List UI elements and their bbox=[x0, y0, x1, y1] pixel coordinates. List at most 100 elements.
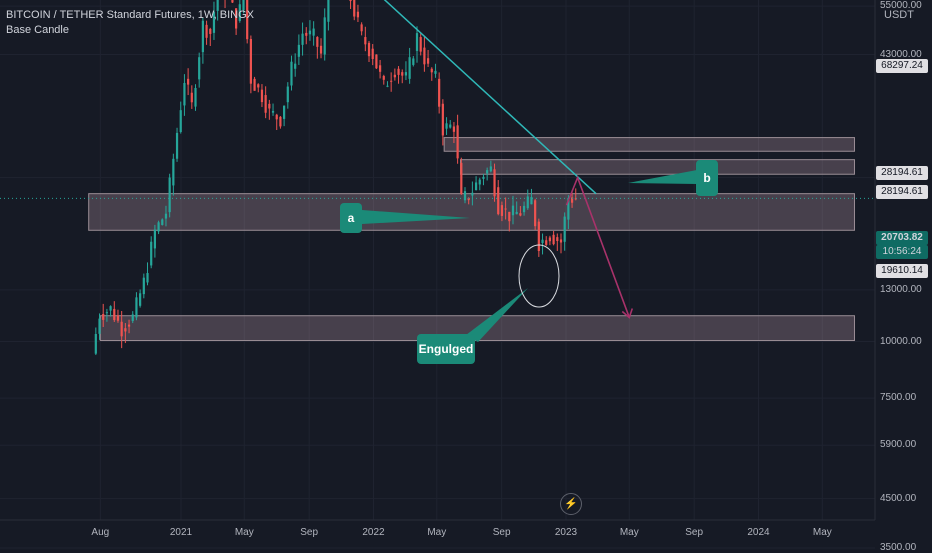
candle-body bbox=[456, 125, 459, 159]
candle-body bbox=[294, 63, 297, 69]
candle-body bbox=[168, 177, 171, 213]
candle-body bbox=[312, 28, 315, 36]
indicator-name[interactable]: Base Candle bbox=[6, 24, 69, 36]
candle-body bbox=[175, 132, 179, 159]
candle-body bbox=[353, 0, 356, 17]
candle-body bbox=[249, 38, 252, 84]
time-tick-label: May bbox=[427, 527, 447, 538]
candle-body bbox=[482, 176, 485, 179]
candle-body bbox=[438, 78, 441, 107]
candle-body bbox=[567, 198, 570, 220]
candle-body bbox=[201, 20, 204, 53]
candle-body bbox=[360, 24, 363, 32]
candle-body bbox=[559, 239, 563, 243]
candle-body bbox=[190, 92, 193, 103]
candle-body bbox=[452, 126, 456, 132]
candle-body bbox=[150, 241, 153, 266]
trendline bbox=[383, 0, 597, 195]
candle-body bbox=[260, 89, 264, 103]
time-tick-label: May bbox=[234, 527, 254, 538]
candle-body bbox=[282, 105, 286, 119]
candle-body bbox=[445, 123, 448, 129]
candle-body bbox=[209, 28, 212, 34]
engulfing-circle bbox=[518, 244, 560, 308]
candle-body bbox=[537, 221, 540, 251]
candle-body bbox=[179, 110, 182, 133]
drawings bbox=[0, 0, 875, 342]
zone-a bbox=[460, 159, 855, 175]
zone-b-top-price-tag: 28194.61 bbox=[876, 166, 928, 180]
candle-body bbox=[98, 318, 101, 334]
candle-body bbox=[327, 0, 330, 22]
time-tick-label: 2023 bbox=[554, 527, 578, 538]
candle-body bbox=[253, 78, 256, 91]
candle-body bbox=[297, 44, 300, 57]
candle-body bbox=[467, 197, 470, 201]
candle-body bbox=[556, 237, 559, 242]
candle-body bbox=[489, 166, 492, 172]
candle-body bbox=[139, 293, 142, 306]
price-tick-label: 43000.00 bbox=[880, 48, 922, 60]
candle-body bbox=[349, 0, 352, 2]
candle-body bbox=[563, 216, 566, 242]
candle-body bbox=[426, 58, 430, 64]
time-tick-label: Sep bbox=[300, 527, 319, 538]
candle-body bbox=[216, 0, 219, 11]
candle-body bbox=[305, 32, 308, 36]
candle-body bbox=[268, 103, 271, 109]
candle-body bbox=[511, 205, 515, 216]
current-price-tag: 20703.82 bbox=[876, 231, 928, 245]
annotation-engulfed[interactable]: Engulged bbox=[417, 334, 475, 364]
candle-body bbox=[146, 273, 149, 283]
candle-body bbox=[127, 324, 131, 327]
projection-arrow bbox=[565, 175, 631, 318]
candle-body bbox=[131, 314, 134, 322]
callout-pointer-b bbox=[628, 170, 697, 184]
candle-body bbox=[404, 72, 408, 76]
candle-body bbox=[142, 277, 145, 295]
candle-body bbox=[449, 124, 452, 128]
candle-body bbox=[430, 68, 433, 73]
candle-body bbox=[486, 170, 489, 174]
price-tick-label: 3500.00 bbox=[880, 542, 917, 553]
candle-body bbox=[153, 229, 157, 249]
candle-body bbox=[235, 8, 238, 29]
chart-grid bbox=[0, 0, 875, 549]
zone-boxes bbox=[88, 137, 855, 342]
candle-body bbox=[515, 211, 518, 215]
candle-body bbox=[212, 11, 216, 33]
zone-b bbox=[443, 137, 855, 152]
candlestick-series bbox=[94, 0, 577, 356]
candle-body bbox=[94, 334, 97, 354]
candle-body bbox=[157, 222, 160, 232]
candle-body bbox=[164, 213, 168, 219]
candle-body bbox=[548, 237, 552, 242]
candle-body bbox=[497, 187, 500, 215]
symbol-title[interactable]: BITCOIN / TETHER Standard Futures, 1W, B… bbox=[6, 9, 254, 21]
candle-body bbox=[194, 87, 197, 107]
price-tick-label: 7500.00 bbox=[880, 392, 917, 404]
annotation-b[interactable]: b bbox=[696, 160, 718, 196]
candle-body bbox=[161, 219, 164, 225]
price-unit[interactable]: USDT bbox=[884, 9, 914, 21]
candle-body bbox=[279, 116, 282, 127]
candle-body bbox=[423, 47, 426, 65]
annotation-a[interactable]: a bbox=[340, 203, 362, 233]
candle-body bbox=[541, 239, 544, 243]
candle-body bbox=[504, 208, 507, 210]
callout-pointer-a bbox=[362, 210, 470, 224]
price-tick-label: 4500.00 bbox=[880, 492, 917, 504]
time-tick-label: 2024 bbox=[747, 527, 770, 538]
zone-lower-price-tag: 19610.14 bbox=[876, 264, 928, 278]
candle-body bbox=[552, 234, 555, 245]
candle-body bbox=[109, 306, 112, 311]
candle-body bbox=[474, 182, 478, 191]
candle-body bbox=[460, 162, 463, 194]
lightning-icon[interactable]: ⚡ bbox=[560, 493, 582, 515]
candle-body bbox=[113, 308, 116, 321]
candle-body bbox=[290, 61, 293, 86]
candle-body bbox=[386, 85, 389, 87]
candle-body bbox=[116, 315, 120, 321]
candle-body bbox=[500, 205, 504, 216]
